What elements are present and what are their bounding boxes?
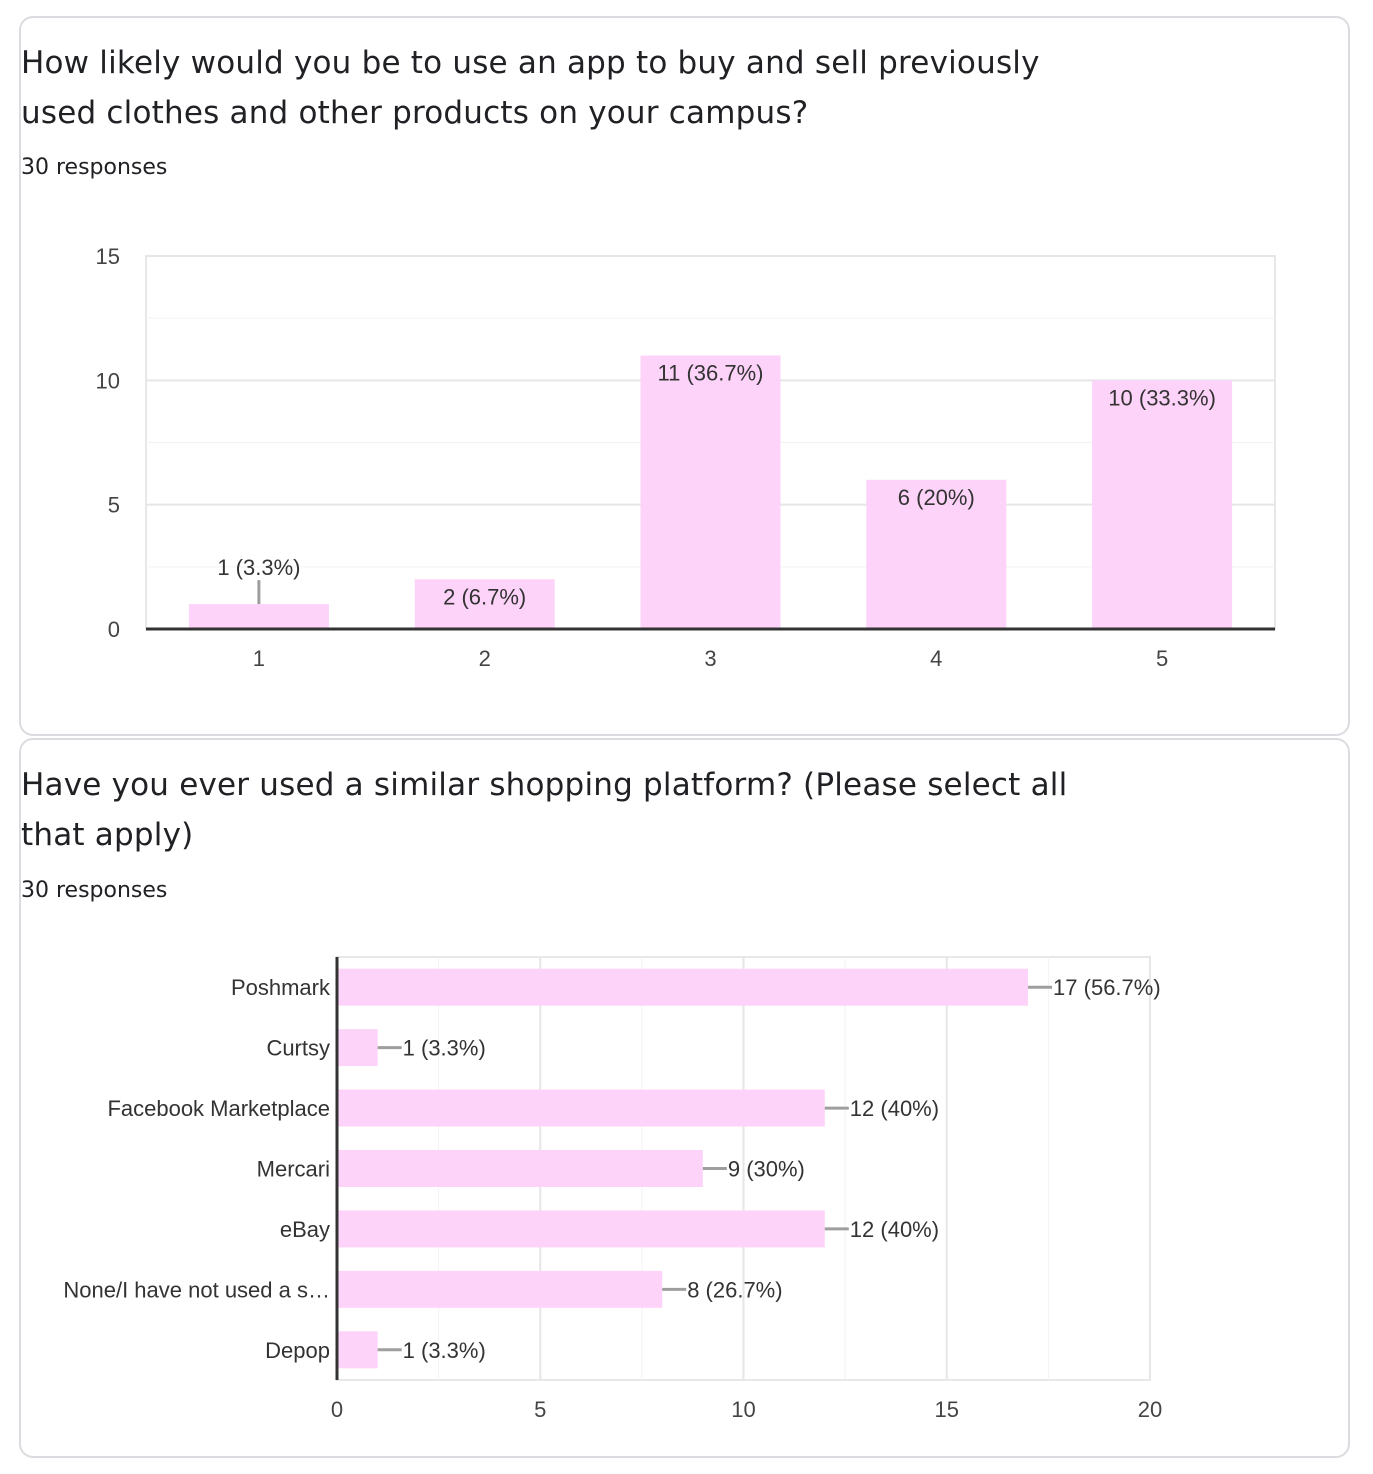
data-label: 1 (3.3%) — [403, 1338, 486, 1363]
data-label: 11 (36.7%) — [658, 360, 764, 385]
data-label: 1 (3.3%) — [403, 1036, 486, 1061]
bar — [640, 355, 781, 629]
data-label: 12 (40%) — [850, 1217, 939, 1242]
data-label: 2 (6.7%) — [443, 584, 526, 609]
y-tick-label: 15 — [96, 244, 120, 269]
x-tick-label: 15 — [935, 1397, 959, 1422]
data-label: 8 (26.7%) — [687, 1277, 782, 1302]
data-label: 12 (40%) — [850, 1096, 939, 1121]
x-tick-label: 1 — [253, 646, 265, 671]
y-tick-label: 0 — [108, 617, 120, 642]
x-tick-label: 5 — [1156, 646, 1168, 671]
bar — [337, 1270, 663, 1308]
x-tick-label: 20 — [1138, 1397, 1162, 1422]
bar — [866, 479, 1007, 629]
bar — [188, 604, 329, 629]
y-tick-label: eBay — [280, 1217, 330, 1242]
data-label: 10 (33.3%) — [1108, 385, 1216, 410]
y-tick-label: Depop — [265, 1338, 330, 1363]
response-count: 30 responses — [21, 878, 168, 903]
x-tick-label: 2 — [479, 646, 491, 671]
bar — [337, 1150, 703, 1187]
bar — [337, 1331, 378, 1369]
y-tick-label: 10 — [96, 368, 120, 393]
bar — [337, 1029, 378, 1067]
y-tick-label: Mercari — [257, 1157, 330, 1182]
x-tick-label: 10 — [731, 1397, 755, 1422]
y-tick-label: 5 — [108, 493, 120, 518]
question-title: How likely would you be to use an app to… — [21, 45, 1040, 131]
data-label: 9 (30%) — [728, 1157, 805, 1182]
y-tick-label: Poshmark — [231, 975, 331, 1000]
response-count: 30 responses — [21, 155, 168, 180]
question-title: Have you ever used a similar shopping pl… — [21, 767, 1068, 853]
bar — [414, 579, 555, 629]
bar — [337, 1089, 825, 1127]
y-tick-label: Curtsy — [266, 1036, 330, 1061]
x-tick-label: 0 — [331, 1397, 343, 1422]
y-tick-label: None/I have not used a s… — [63, 1277, 330, 1302]
bar — [337, 968, 1029, 1006]
data-label: 17 (56.7%) — [1053, 975, 1161, 1000]
bar — [1092, 380, 1233, 629]
y-tick-label: Facebook Marketplace — [107, 1096, 330, 1121]
data-label: 1 (3.3%) — [217, 555, 300, 580]
bar — [337, 1210, 825, 1248]
x-tick-label: 4 — [930, 646, 942, 671]
data-label: 6 (20%) — [898, 485, 975, 510]
x-tick-label: 3 — [704, 646, 716, 671]
x-tick-label: 5 — [534, 1397, 546, 1422]
